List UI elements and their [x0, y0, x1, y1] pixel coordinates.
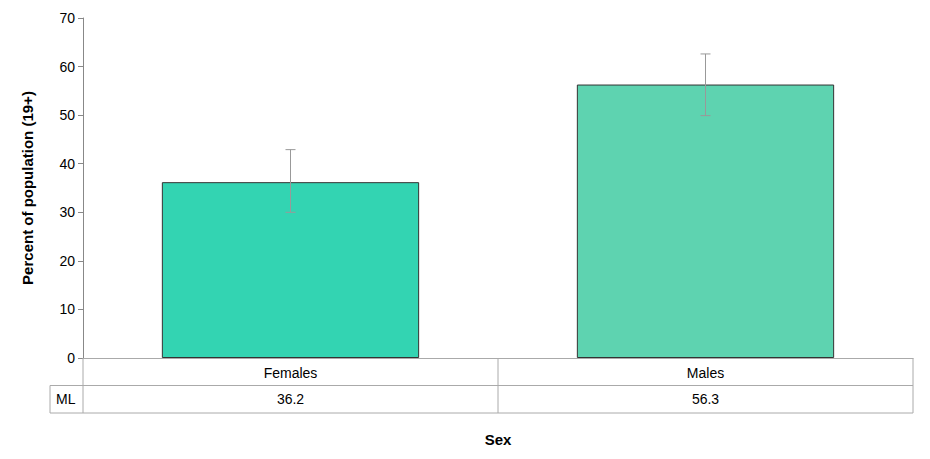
svg-text:36.2: 36.2: [277, 391, 304, 407]
svg-text:Percent of population (19+): Percent of population (19+): [19, 91, 36, 285]
svg-text:56.3: 56.3: [692, 391, 719, 407]
svg-text:20: 20: [59, 253, 75, 269]
svg-text:Females: Females: [264, 365, 318, 381]
svg-text:40: 40: [59, 156, 75, 172]
svg-text:60: 60: [59, 59, 75, 75]
svg-text:10: 10: [59, 301, 75, 317]
svg-text:50: 50: [59, 107, 75, 123]
svg-text:30: 30: [59, 204, 75, 220]
svg-text:Sex: Sex: [485, 431, 512, 448]
svg-text:Males: Males: [687, 365, 724, 381]
svg-text:ML: ML: [56, 391, 76, 407]
svg-text:70: 70: [59, 10, 75, 26]
svg-text:0: 0: [67, 350, 75, 366]
